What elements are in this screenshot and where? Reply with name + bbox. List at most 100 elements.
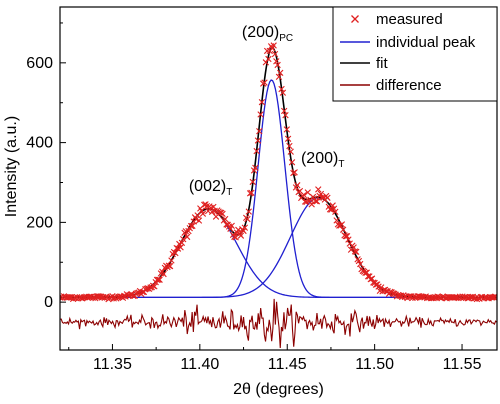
measured-point [168, 257, 175, 264]
measured-point [345, 236, 352, 243]
annotation-200-pc: (200)PC [242, 24, 293, 44]
plot-area [60, 42, 497, 349]
measured-point [151, 283, 158, 290]
measured-point [257, 111, 264, 118]
measured-point [338, 221, 346, 228]
legend-label-difference: difference [376, 77, 442, 94]
measured-point [265, 55, 272, 63]
measured-point [313, 198, 321, 205]
measured-point [65, 294, 73, 301]
measured-point [160, 270, 167, 278]
measured-point [155, 276, 162, 283]
measured-point [153, 276, 161, 284]
y-tick-label: 400 [26, 135, 53, 152]
legend-label-measured: measured [376, 11, 443, 28]
measured-point [249, 178, 256, 186]
measured-point [182, 228, 190, 235]
individual-peak-curve [60, 196, 497, 298]
measured-point [199, 210, 207, 217]
measured-point [283, 126, 290, 133]
plot-frame [59, 6, 498, 351]
y-axis-label: Intensity (a.u.) [3, 116, 20, 217]
measured-point [237, 232, 245, 239]
measured-point [189, 222, 196, 230]
measured-point [308, 201, 315, 208]
measured-point [332, 208, 339, 216]
measured-point [315, 186, 322, 193]
measured-point [312, 198, 319, 205]
measured-point [351, 248, 359, 255]
measured-point [405, 293, 412, 300]
legend-label-fit: fit [376, 55, 389, 72]
measured-point [165, 262, 173, 269]
legend-measured-x [351, 15, 359, 23]
measured-point [219, 210, 226, 218]
x-tick-label: 11.45 [268, 356, 307, 373]
measured-point [258, 98, 266, 106]
measured-point [286, 142, 293, 150]
measured-point [244, 215, 251, 223]
x-tick-label: 11.35 [93, 356, 132, 373]
measured-point [467, 293, 474, 301]
measured-point [245, 208, 252, 215]
measured-point [248, 189, 255, 196]
measured-point [291, 169, 298, 176]
annotation-002-t: (002)T [189, 178, 232, 198]
measured-point [228, 222, 235, 229]
legend-measured-marker [351, 15, 359, 23]
measured-point [342, 232, 349, 240]
annotation-002-t-sub: T [226, 187, 232, 198]
measured-point [156, 276, 163, 283]
measured-point [317, 190, 325, 198]
individual-peak-curve [60, 208, 497, 298]
measured-point [261, 79, 268, 86]
measured-point [178, 239, 186, 247]
measured-point [89, 294, 96, 302]
measured-point [183, 233, 191, 241]
measured-point [304, 189, 311, 196]
individual-peak-curve [60, 79, 497, 298]
measured-point [85, 293, 93, 301]
measured-point [277, 69, 284, 77]
measured-point [343, 232, 351, 240]
measured-point [231, 233, 238, 241]
measured-point [187, 222, 195, 230]
measured-point [271, 50, 279, 58]
measured-point [279, 89, 287, 96]
measured-point [256, 128, 263, 135]
measured-point [368, 275, 376, 282]
measured-point [339, 226, 347, 233]
measured-point [180, 235, 187, 243]
x-tick-label: 11.55 [443, 356, 482, 373]
legend: measured individual peak fit difference [332, 6, 498, 102]
measured-point [195, 217, 203, 224]
annotation-200-t-main: (200) [301, 150, 338, 167]
x-axis: 11.35 11.40 11.45 11.50 11.55 [68, 344, 482, 373]
measured-point [143, 285, 150, 292]
x-tick-label: 11.40 [180, 356, 219, 373]
y-axis: 0 200 400 600 [26, 22, 66, 311]
measured-point [282, 111, 289, 119]
measured-point [172, 249, 179, 257]
measured-point [241, 224, 249, 231]
difference-layer [60, 298, 497, 349]
measured-point [177, 244, 184, 251]
annotation-200-t: (200)T [301, 150, 344, 170]
measured-point [288, 159, 296, 166]
measured-point [254, 137, 262, 144]
annotation-002-t-main: (002) [189, 178, 226, 195]
x-tick-label: 11.50 [355, 356, 394, 373]
measured-point [363, 269, 370, 276]
measured-point [275, 73, 283, 81]
measured-point [273, 58, 280, 65]
measured-point [278, 85, 285, 93]
measured-point [274, 61, 281, 69]
measured-point [203, 203, 211, 210]
measured-point [280, 107, 288, 115]
measured-point [324, 194, 331, 201]
measured-point [270, 42, 277, 49]
measured-point [294, 182, 301, 189]
annotation-200-pc-sub: PC [279, 33, 293, 44]
measured-layer [60, 42, 497, 303]
